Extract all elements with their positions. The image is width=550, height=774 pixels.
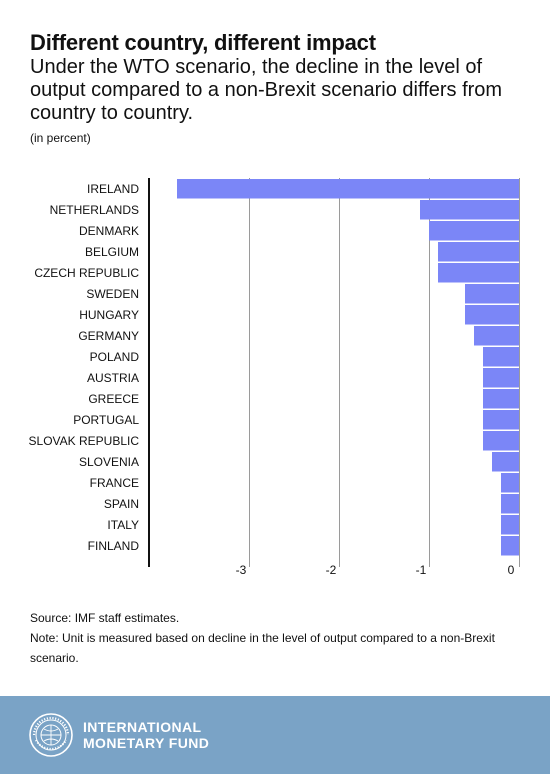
chart-title: Different country, different impact [30, 30, 376, 55]
organization-name: INTERNATIONAL MONETARY FUND [83, 719, 209, 751]
category-label: FRANCE [90, 476, 139, 490]
unit-note: Note: Unit is measured based on decline … [30, 631, 495, 665]
category-label: SPAIN [104, 497, 139, 511]
bar [483, 431, 519, 451]
x-tick-label: -2 [326, 563, 337, 577]
bar [483, 389, 519, 409]
bar [465, 284, 519, 304]
category-label: FINLAND [88, 539, 140, 553]
category-label: CZECH REPUBLIC [34, 266, 139, 280]
org-name-line1: INTERNATIONAL [83, 719, 202, 735]
category-label: PORTUGAL [73, 413, 139, 427]
bar [501, 515, 519, 535]
bar [420, 200, 519, 220]
source-note: Source: IMF staff estimates. [30, 611, 180, 625]
category-label: NETHERLANDS [50, 203, 139, 217]
category-label: SWEDEN [86, 287, 139, 301]
bar-chart: IRELAND NETHERLANDS DENMARK BELGIUM CZECH RE… [29, 178, 520, 577]
bar [483, 347, 519, 367]
bar [501, 473, 519, 493]
bar [177, 179, 519, 199]
bar [438, 242, 519, 262]
x-tick-label: -3 [236, 563, 247, 577]
category-label: SLOVAK REPUBLIC [29, 434, 140, 448]
category-label: BELGIUM [85, 245, 139, 259]
bar [501, 494, 519, 514]
category-label: IRELAND [87, 182, 139, 196]
bar [501, 536, 519, 556]
category-label: GERMANY [78, 329, 139, 343]
org-name-line2: MONETARY FUND [83, 735, 210, 751]
bar [483, 368, 519, 388]
category-label: POLAND [90, 350, 140, 364]
bar [429, 221, 519, 241]
bar [474, 326, 519, 346]
unit-label: (in percent) [30, 131, 91, 145]
category-label: ITALY [107, 518, 139, 532]
bar [465, 305, 519, 325]
category-label: AUSTRIA [87, 371, 139, 385]
bar [438, 263, 519, 283]
category-label: SLOVENIA [79, 455, 139, 469]
category-label: GREECE [88, 392, 139, 406]
bar [492, 452, 519, 472]
category-label: HUNGARY [79, 308, 139, 322]
imf-seal-icon [29, 713, 73, 757]
bar [483, 410, 519, 430]
imf-footer: INTERNATIONAL MONETARY FUND [0, 696, 550, 774]
category-label: DENMARK [79, 224, 139, 238]
chart-subtitle: Under the WTO scenario, the decline in t… [30, 56, 503, 124]
x-tick-label: -1 [416, 563, 427, 577]
x-tick-label: 0 [508, 563, 515, 577]
